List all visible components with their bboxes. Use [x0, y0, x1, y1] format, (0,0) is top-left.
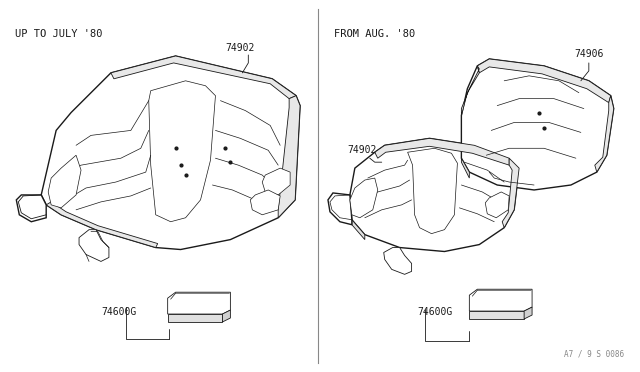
- Polygon shape: [408, 148, 458, 234]
- Text: 74902: 74902: [347, 145, 376, 155]
- Polygon shape: [168, 292, 230, 314]
- Polygon shape: [469, 311, 524, 319]
- Polygon shape: [350, 178, 378, 218]
- Polygon shape: [79, 230, 109, 262]
- Polygon shape: [350, 138, 519, 251]
- Polygon shape: [148, 81, 216, 222]
- Text: 74600G: 74600G: [101, 307, 136, 317]
- Polygon shape: [485, 192, 509, 218]
- Polygon shape: [461, 158, 469, 178]
- Polygon shape: [352, 220, 365, 240]
- Polygon shape: [524, 307, 532, 319]
- Polygon shape: [477, 59, 611, 103]
- Polygon shape: [595, 96, 614, 172]
- Polygon shape: [250, 190, 280, 215]
- Text: 74906: 74906: [574, 49, 604, 59]
- Polygon shape: [384, 247, 412, 274]
- Polygon shape: [17, 195, 46, 222]
- Text: A7 / 9 S 0086: A7 / 9 S 0086: [564, 350, 623, 359]
- Text: 74902: 74902: [225, 43, 255, 53]
- Polygon shape: [375, 138, 509, 165]
- Text: UP TO JULY '80: UP TO JULY '80: [15, 29, 103, 39]
- Polygon shape: [461, 59, 614, 190]
- Polygon shape: [461, 66, 479, 116]
- Polygon shape: [168, 314, 223, 322]
- Polygon shape: [111, 56, 296, 99]
- Polygon shape: [328, 193, 352, 225]
- Text: FROM AUG. '80: FROM AUG. '80: [334, 29, 415, 39]
- Polygon shape: [469, 289, 532, 311]
- Polygon shape: [41, 56, 300, 250]
- Polygon shape: [223, 310, 230, 322]
- Polygon shape: [262, 168, 290, 195]
- Polygon shape: [502, 158, 519, 228]
- Polygon shape: [48, 155, 81, 208]
- Text: 74600G: 74600G: [417, 307, 453, 317]
- Polygon shape: [46, 202, 157, 247]
- Polygon shape: [278, 96, 300, 218]
